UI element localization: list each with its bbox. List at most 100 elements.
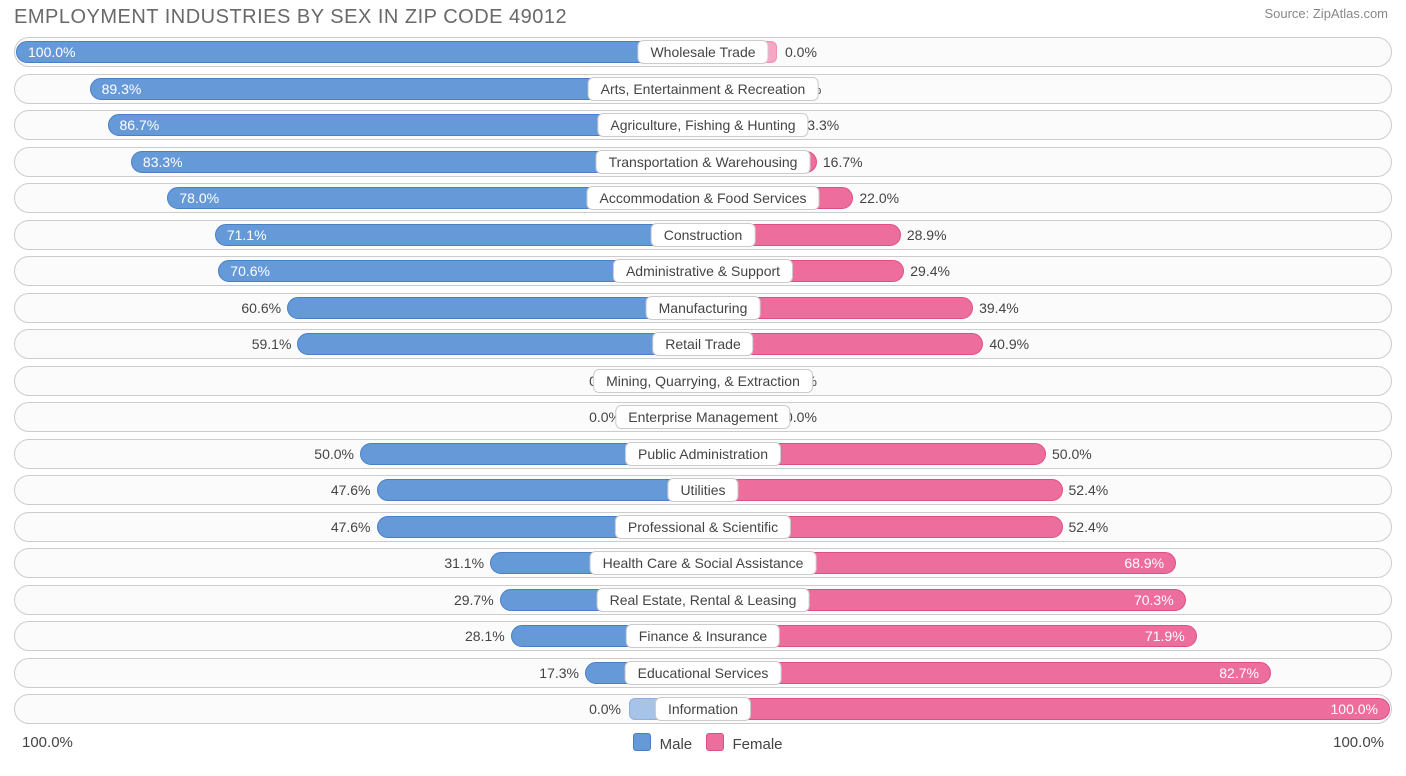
- category-label: Mining, Quarrying, & Extraction: [593, 369, 813, 393]
- male-half: 0.0%: [15, 403, 703, 431]
- axis-left-label: 100.0%: [22, 734, 73, 751]
- male-bar: [215, 224, 703, 246]
- legend-female-label: Female: [733, 736, 783, 753]
- axis-right-label: 100.0%: [1333, 734, 1384, 751]
- category-label: Health Care & Social Assistance: [590, 551, 817, 575]
- category-label: Public Administration: [625, 442, 781, 466]
- chart-area: 100.0% 0.0% Wholesale Trade 89.3%10.7%Arts,…: [0, 29, 1406, 724]
- female-value-label: 50.0%: [1052, 446, 1092, 462]
- chart-title: EMPLOYMENT INDUSTRIES BY SEX IN ZIP CODE…: [14, 6, 567, 29]
- female-value-label: 40.9%: [989, 336, 1029, 352]
- chart-row: 71.1% 28.9% Construction: [14, 220, 1392, 250]
- chart-row: 50.0% 50.0% Public Administration: [14, 439, 1392, 469]
- male-half: 60.6%: [15, 294, 703, 322]
- male-half: 28.1%: [15, 622, 703, 650]
- chart-row: 60.6% 39.4% Manufacturing: [14, 293, 1392, 323]
- category-label: Manufacturing: [646, 296, 761, 320]
- legend: Male Female: [73, 733, 1333, 753]
- female-half: 28.9%: [703, 221, 1391, 249]
- female-value-label: 71.9%: [1145, 628, 1185, 644]
- male-value-label: 31.1%: [444, 555, 484, 571]
- male-value-label: 89.3%: [102, 81, 142, 97]
- male-value-label: 70.6%: [230, 263, 270, 279]
- chart-row: 47.6%52.4%Professional & Scientific: [14, 512, 1392, 542]
- male-half: 47.6%: [15, 476, 703, 504]
- male-half: 47.6%: [15, 513, 703, 541]
- female-value-label: 52.4%: [1069, 519, 1109, 535]
- male-swatch: [633, 733, 651, 751]
- female-half: 52.4%: [703, 513, 1391, 541]
- male-half: 50.0%: [15, 440, 703, 468]
- chart-row: 0.0%0.0%Enterprise Management: [14, 402, 1392, 432]
- male-half: 59.1%: [15, 330, 703, 358]
- category-label: Wholesale Trade: [637, 40, 768, 64]
- chart-row: 17.3% 82.7% Educational Services: [14, 658, 1392, 688]
- female-bar: [703, 698, 1390, 720]
- chart-row: 31.1% 68.9% Health Care & Social Assistanc…: [14, 548, 1392, 578]
- male-half: 70.6%: [15, 257, 703, 285]
- female-half: 39.4%: [703, 294, 1391, 322]
- female-half: 40.9%: [703, 330, 1391, 358]
- female-value-label: 28.9%: [907, 227, 947, 243]
- male-bar: [297, 333, 703, 355]
- category-label: Transportation & Warehousing: [596, 150, 811, 174]
- chart-row: 78.0%22.0%Accommodation & Food Services: [14, 183, 1392, 213]
- chart-row: 89.3%10.7%Arts, Entertainment & Recreati…: [14, 74, 1392, 104]
- male-value-label: 83.3%: [143, 154, 183, 170]
- category-label: Enterprise Management: [615, 405, 790, 429]
- female-value-label: 16.7%: [823, 154, 863, 170]
- male-value-label: 59.1%: [252, 336, 292, 352]
- chart-row: 70.6% 29.4% Administrative & Support: [14, 256, 1392, 286]
- male-value-label: 28.1%: [465, 628, 505, 644]
- male-value-label: 17.3%: [539, 665, 579, 681]
- female-value-label: 0.0%: [785, 44, 817, 60]
- chart-row: 83.3% 16.7% Transportation & Warehousing: [14, 147, 1392, 177]
- chart-row: 86.7%13.3%Agriculture, Fishing & Hunting: [14, 110, 1392, 140]
- female-bar: [703, 662, 1271, 684]
- female-swatch: [706, 733, 724, 751]
- category-label: Administrative & Support: [613, 259, 793, 283]
- female-half: 29.4%: [703, 257, 1391, 285]
- female-half: 52.4%: [703, 476, 1391, 504]
- female-half: 71.9%: [703, 622, 1391, 650]
- male-value-label: 78.0%: [179, 190, 219, 206]
- female-bar: [703, 479, 1063, 501]
- male-value-label: 71.1%: [227, 227, 267, 243]
- male-value-label: 47.6%: [331, 519, 371, 535]
- female-half: 82.7%: [703, 659, 1391, 687]
- female-value-label: 82.7%: [1219, 665, 1259, 681]
- male-value-label: 29.7%: [454, 592, 494, 608]
- male-bar: [377, 479, 703, 501]
- source-label: Source: ZipAtlas.com: [1264, 6, 1388, 21]
- chart-row: 29.7% 70.3% Real Estate, Rental & Leasing: [14, 585, 1392, 615]
- female-value-label: 100.0%: [1331, 701, 1378, 717]
- female-half: 0.0%: [703, 403, 1391, 431]
- male-half: 71.1%: [15, 221, 703, 249]
- chart-row: 100.0% 0.0% Wholesale Trade: [14, 37, 1392, 67]
- legend-male-label: Male: [660, 736, 693, 753]
- category-label: Retail Trade: [652, 332, 753, 356]
- category-label: Accommodation & Food Services: [587, 186, 820, 210]
- male-value-label: 86.7%: [120, 117, 160, 133]
- female-half: 0.0%: [703, 38, 1391, 66]
- female-value-label: 39.4%: [979, 300, 1019, 316]
- female-value-label: 68.9%: [1124, 555, 1164, 571]
- category-label: Agriculture, Fishing & Hunting: [597, 113, 808, 137]
- chart-footer: 100.0% Male Female 100.0%: [0, 731, 1406, 753]
- chart-row: 28.1%71.9%Finance & Insurance: [14, 621, 1392, 651]
- male-value-label: 100.0%: [28, 44, 75, 60]
- category-label: Real Estate, Rental & Leasing: [597, 588, 810, 612]
- chart-container: EMPLOYMENT INDUSTRIES BY SEX IN ZIP CODE…: [0, 0, 1406, 776]
- male-value-label: 0.0%: [589, 701, 621, 717]
- female-value-label: 52.4%: [1069, 482, 1109, 498]
- category-label: Utilities: [667, 478, 738, 502]
- category-label: Construction: [651, 223, 756, 247]
- female-half: 100.0%: [703, 695, 1391, 723]
- female-value-label: 70.3%: [1134, 592, 1174, 608]
- female-half: 50.0%: [703, 440, 1391, 468]
- female-value-label: 29.4%: [910, 263, 950, 279]
- male-value-label: 47.6%: [331, 482, 371, 498]
- male-bar: [16, 41, 703, 63]
- category-label: Educational Services: [625, 661, 782, 685]
- male-value-label: 50.0%: [314, 446, 354, 462]
